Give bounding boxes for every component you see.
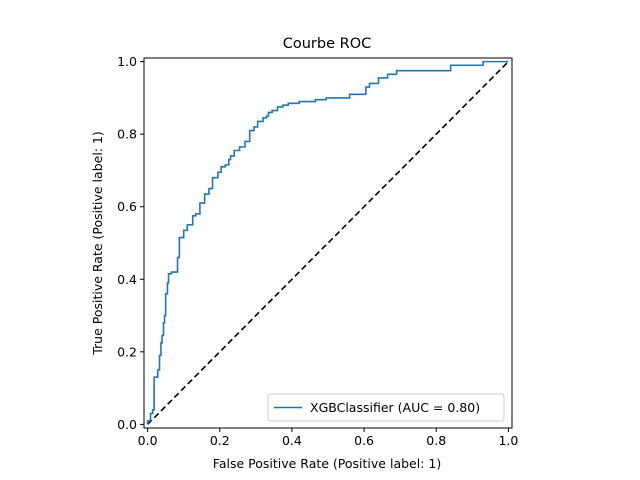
legend-frame	[267, 393, 505, 422]
x-tick-label: 0.2	[210, 433, 230, 448]
plot-area	[146, 60, 509, 425]
y-tick-label: 0.6	[117, 199, 137, 214]
y-tick-label: 0.8	[117, 127, 137, 142]
legend-label: XGBClassifier (AUC = 0.80)	[310, 400, 480, 415]
y-tick-label: 0.4	[117, 272, 137, 287]
y-axis-label: True Positive Rate (Positive label: 1)	[90, 131, 105, 356]
x-tick-label: 0.4	[282, 433, 302, 448]
x-tick-label: 0.8	[426, 433, 446, 448]
x-tick-label: 0.6	[354, 433, 374, 448]
y-tick-label: 0.2	[117, 344, 137, 359]
axes-frame	[143, 57, 513, 429]
x-tick-label: 0.0	[138, 433, 158, 448]
x-tick-label: 1.0	[498, 433, 518, 448]
legend: XGBClassifier (AUC = 0.80)	[267, 393, 505, 422]
x-axis-label: False Positive Rate (Positive label: 1)	[213, 456, 441, 471]
roc-curve-line	[146, 60, 509, 425]
y-tick-label: 1.0	[117, 54, 137, 69]
chart-title: Courbe ROC	[283, 36, 372, 52]
y-tick-label: 0.0	[117, 417, 137, 432]
axes: 0.0 0.2 0.4 0.6 0.8 1.0 0.0 0.2 0.4 0.6 0.8 1.0	[117, 54, 518, 448]
